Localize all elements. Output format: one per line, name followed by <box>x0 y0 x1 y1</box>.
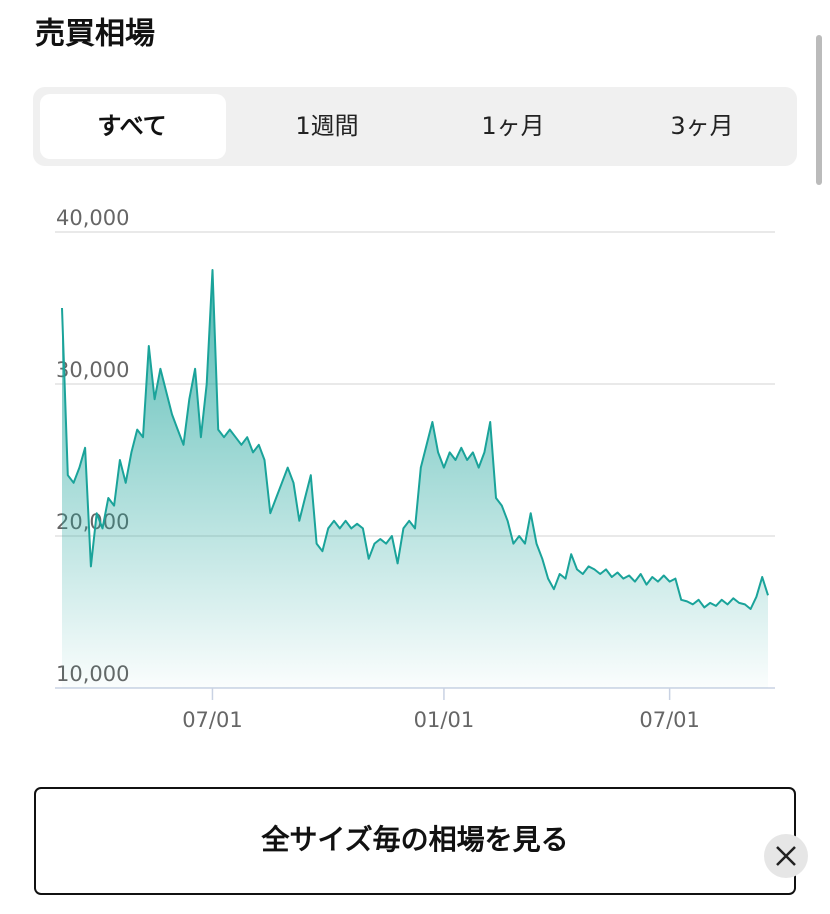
tab[interactable]: 3ヶ月 <box>670 112 733 140</box>
close-icon <box>776 846 796 866</box>
tab-selected-bg <box>40 94 226 159</box>
y-tick-label: 40,000 <box>56 206 129 230</box>
y-tick-label: 30,000 <box>56 358 129 382</box>
x-tick-label: 07/01 <box>182 708 243 732</box>
button-label: 全サイズ毎の相場を見る <box>260 823 568 856</box>
x-tick-label: 01/01 <box>414 708 475 732</box>
tab[interactable]: 1ヶ月 <box>481 112 544 140</box>
page-title: 売買相場 <box>35 17 155 52</box>
x-tick-label: 07/01 <box>639 708 700 732</box>
area <box>62 270 768 688</box>
tab[interactable]: すべて <box>97 112 166 140</box>
line <box>61 269 769 610</box>
scrollbar <box>816 35 822 185</box>
tab[interactable]: 1週間 <box>295 112 358 140</box>
